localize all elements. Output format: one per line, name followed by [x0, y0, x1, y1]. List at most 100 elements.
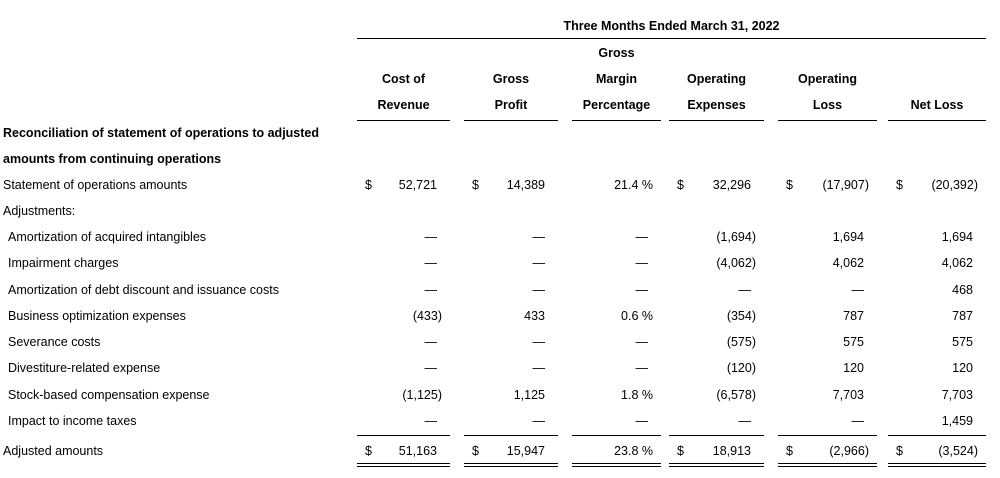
- table-cell: 468: [952, 283, 973, 297]
- row-label: Business optimization expenses: [8, 309, 186, 323]
- table-cell: 1,459: [941, 414, 973, 428]
- table-cell: —: [424, 361, 438, 375]
- table-cell: 1,694: [832, 230, 864, 244]
- table-cell: —: [851, 283, 865, 297]
- total-double-rule: [572, 463, 661, 464]
- table-cell: —: [424, 335, 438, 349]
- table-cell: (354): [726, 309, 756, 323]
- table-cell: —: [532, 230, 546, 244]
- table-cell: —: [635, 361, 649, 375]
- currency-symbol: $: [677, 178, 684, 192]
- table-cell: 787: [843, 309, 864, 323]
- table-cell: —: [424, 283, 438, 297]
- table-cell: 14,389: [506, 178, 545, 192]
- table-cell: —: [532, 414, 546, 428]
- row-label: Impairment charges: [8, 256, 119, 270]
- column-header: Margin: [596, 72, 637, 86]
- table-cell: 15,947: [506, 444, 545, 458]
- currency-symbol: $: [896, 444, 903, 458]
- table-cell: —: [532, 256, 546, 270]
- table-cell: —: [635, 230, 649, 244]
- total-double-rule: [888, 463, 986, 464]
- currency-symbol: $: [786, 178, 793, 192]
- period-header-rule: [357, 38, 986, 39]
- total-double-rule: [357, 463, 450, 464]
- column-header: Expenses: [687, 98, 746, 112]
- total-double-rule: [669, 463, 764, 464]
- table-cell: 51,163: [398, 444, 437, 458]
- table-cell: —: [635, 283, 649, 297]
- total-double-rule: [778, 466, 877, 467]
- table-cell: (3,524): [938, 444, 978, 458]
- column-header: Operating: [797, 72, 858, 86]
- currency-symbol: $: [896, 178, 903, 192]
- table-cell: 433: [524, 309, 545, 323]
- table-cell: 1,125: [513, 388, 545, 402]
- section-title: Reconciliation of statement of operation…: [3, 126, 320, 140]
- currency-symbol: $: [472, 444, 479, 458]
- column-header: Gross: [492, 72, 530, 86]
- total-double-rule: [572, 466, 661, 467]
- table-cell: 23.8 %: [614, 444, 653, 458]
- section-title: amounts from continuing operations: [3, 152, 222, 166]
- table-cell: 21.4 %: [614, 178, 653, 192]
- table-cell: 0.6 %: [621, 309, 653, 323]
- table-cell: 1,694: [941, 230, 973, 244]
- table-cell: —: [635, 414, 649, 428]
- table-cell: (1,125): [402, 388, 442, 402]
- table-cell: 575: [952, 335, 973, 349]
- table-cell: 787: [952, 309, 973, 323]
- table-cell: 52,721: [398, 178, 437, 192]
- total-top-rule: [778, 435, 877, 436]
- total-top-rule: [464, 435, 558, 436]
- column-header: Loss: [812, 98, 843, 112]
- table-cell: 1.8 %: [621, 388, 653, 402]
- total-top-rule: [669, 435, 764, 436]
- column-header-rule: [464, 120, 558, 121]
- table-cell: 18,913: [712, 444, 751, 458]
- row-label: Stock-based compensation expense: [8, 388, 210, 402]
- total-double-rule: [778, 463, 877, 464]
- period-header: Three Months Ended March 31, 2022: [563, 19, 780, 33]
- table-cell: 32,296: [712, 178, 751, 192]
- row-label: Amortization of debt discount and issuan…: [8, 283, 279, 297]
- column-header-rule: [572, 120, 661, 121]
- table-cell: —: [532, 361, 546, 375]
- total-double-rule: [357, 466, 450, 467]
- row-label: Amortization of acquired intangibles: [8, 230, 207, 244]
- column-header: Profit: [494, 98, 528, 112]
- table-cell: —: [738, 283, 752, 297]
- row-label: Severance costs: [8, 335, 101, 349]
- total-top-rule: [357, 435, 450, 436]
- column-header-rule: [357, 120, 450, 121]
- row-label: Adjustments:: [3, 204, 76, 218]
- column-header: Percentage: [582, 98, 651, 112]
- currency-symbol: $: [365, 178, 372, 192]
- table-cell: —: [424, 256, 438, 270]
- column-header-rule: [888, 120, 986, 121]
- table-cell: —: [424, 414, 438, 428]
- column-header: Cost of: [381, 72, 426, 86]
- table-cell: —: [532, 283, 546, 297]
- table-cell: —: [424, 230, 438, 244]
- table-cell: (1,694): [716, 230, 756, 244]
- table-cell: 4,062: [832, 256, 864, 270]
- row-label: Impact to income taxes: [8, 414, 137, 428]
- column-header: Net Loss: [910, 98, 964, 112]
- row-label: Adjusted amounts: [3, 444, 104, 458]
- table-cell: (20,392): [931, 178, 978, 192]
- table-cell: (4,062): [716, 256, 756, 270]
- table-cell: (575): [726, 335, 756, 349]
- table-cell: —: [635, 335, 649, 349]
- table-cell: 120: [843, 361, 864, 375]
- table-cell: 120: [952, 361, 973, 375]
- currency-symbol: $: [677, 444, 684, 458]
- currency-symbol: $: [365, 444, 372, 458]
- total-double-rule: [464, 463, 558, 464]
- total-double-rule: [888, 466, 986, 467]
- row-label: Divestiture-related expense: [8, 361, 161, 375]
- column-header: Gross: [598, 46, 635, 60]
- table-cell: (2,966): [829, 444, 869, 458]
- table-cell: —: [851, 414, 865, 428]
- table-cell: (17,907): [822, 178, 869, 192]
